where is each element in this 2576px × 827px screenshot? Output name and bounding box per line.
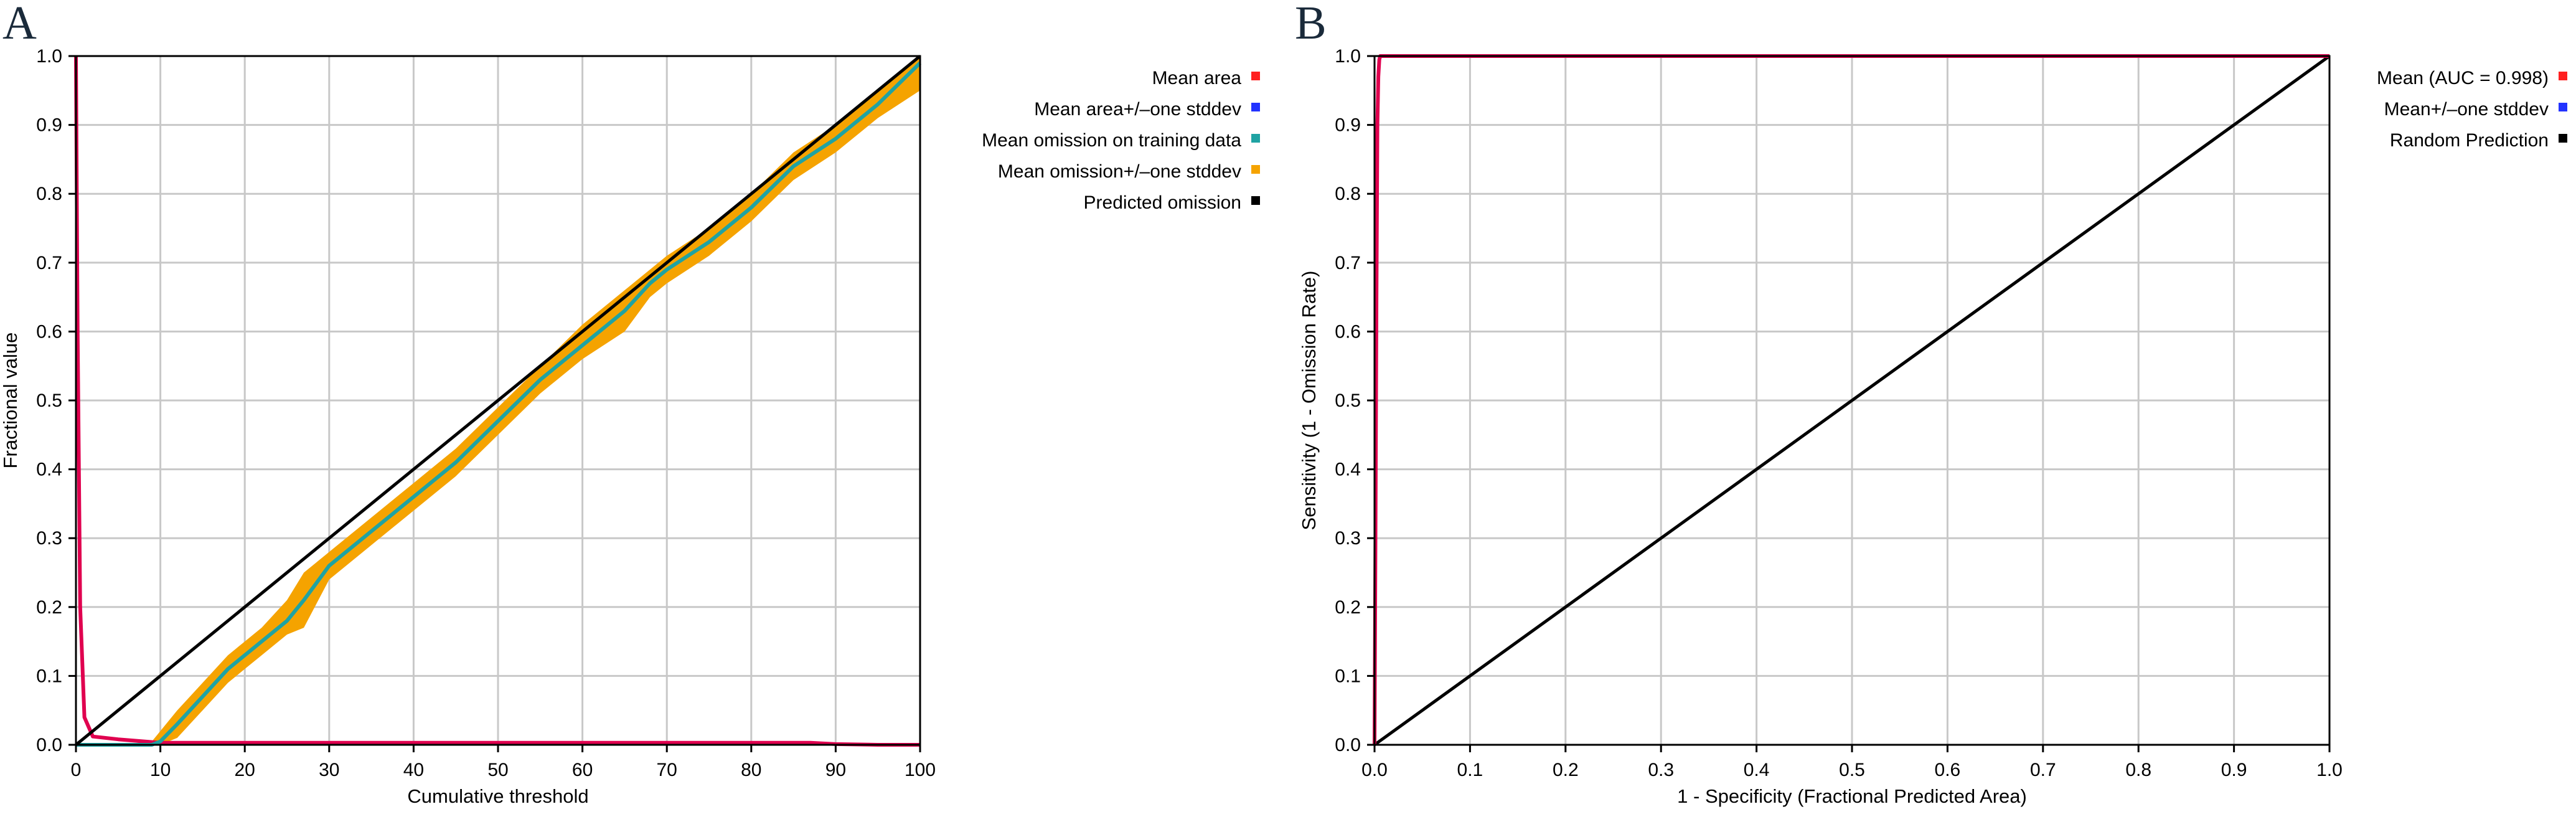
y-tick-label: 0.4 — [1335, 460, 1361, 480]
x-tick-label: 0.3 — [1648, 760, 1674, 780]
chart-b: 0.0 0.1 0.2 0.3 0.4 0.5 0.6 0.7 0.8 0.9 1.0 0.0 0.1 0… — [1298, 46, 2567, 807]
predicted-omission-line — [75, 55, 921, 746]
y-tick-label: 0.3 — [1335, 528, 1361, 549]
y-tick-label: 0.7 — [1335, 253, 1361, 273]
x-tick-label: 60 — [572, 760, 593, 780]
legend-swatch — [1251, 134, 1260, 143]
x-tick-label: 0 — [71, 760, 82, 780]
y-tick-label: 0.0 — [1335, 735, 1361, 755]
y-tick-label: 0.2 — [1335, 597, 1361, 618]
x-tick-label: 0.5 — [1839, 760, 1865, 780]
y-tick-label: 0.1 — [1335, 666, 1361, 686]
y-tick-label: 1.0 — [1335, 46, 1361, 67]
legend-label: Mean+/–one stddev — [2384, 99, 2549, 120]
x-tick-label: 50 — [487, 760, 508, 780]
x-tick-label: 90 — [825, 760, 846, 780]
x-tick-label: 0.4 — [1744, 760, 1770, 780]
legend-label: Mean (AUC = 0.998) — [2377, 68, 2549, 88]
legend-label: Random Prediction — [2390, 130, 2549, 151]
y-tick-label: 0.7 — [36, 253, 62, 273]
legend-swatch — [1251, 196, 1260, 205]
x-tick-label: 70 — [657, 760, 677, 780]
x-tick-label: 1.0 — [2316, 760, 2343, 780]
y-tick-label: 0.1 — [36, 666, 62, 686]
random-prediction-line — [1373, 54, 2331, 747]
x-tick-label: 10 — [150, 760, 171, 780]
chart-a-x-axis-label: Cumulative threshold — [407, 785, 588, 807]
mean-omission-line — [76, 61, 922, 747]
x-tick-label: 0.6 — [1935, 760, 1961, 780]
chart-b-legend: Mean (AUC = 0.998) Mean+/–one stddev Rando… — [2377, 68, 2567, 151]
chart-a-series-lines — [74, 55, 922, 747]
legend-swatch — [2559, 103, 2567, 111]
mean-area-line — [74, 55, 920, 747]
legend-swatch — [1251, 103, 1260, 111]
y-tick-label: 0.9 — [36, 115, 62, 136]
x-tick-label: 0.0 — [1361, 760, 1388, 780]
legend-swatch — [1251, 72, 1260, 80]
chart-b-x-axis-label: 1 - Specificity (Fractional Predicted Ar… — [1677, 785, 2027, 807]
x-tick-label: 100 — [905, 760, 936, 780]
y-tick-label: 1.0 — [36, 46, 62, 67]
legend-label: Mean area+/–one stddev — [1034, 99, 1241, 120]
y-tick-label: 0.2 — [36, 597, 62, 618]
y-tick-label: 0.9 — [1335, 115, 1361, 136]
x-tick-label: 0.2 — [1553, 760, 1579, 780]
y-tick-label: 0.5 — [1335, 390, 1361, 411]
chart-b-grid — [1373, 55, 2331, 746]
legend-label: Predicted omission — [1084, 192, 1241, 213]
x-tick-label: 30 — [319, 760, 339, 780]
x-tick-label: 0.9 — [2221, 760, 2247, 780]
y-tick-label: 0.6 — [1335, 321, 1361, 342]
legend-swatch — [2559, 72, 2567, 80]
x-tick-label: 0.1 — [1457, 760, 1483, 780]
chart-a: 0 10 20 30 40 50 60 70 80 90 100 0.0 0.1 0.2 0.3 0.4 0.5… — [0, 46, 1260, 807]
x-tick-label: 0.8 — [2125, 760, 2151, 780]
chart-b-ticks: 0.0 0.1 0.2 0.3 0.4 0.5 0.6 0.7 0.8 0.9 1.0 0.0 0.1 0… — [1335, 46, 2343, 780]
chart-a-ticks: 0 10 20 30 40 50 60 70 80 90 100 0.0 0.1 0.2 0.3 0.4 0.5… — [36, 46, 936, 780]
y-tick-label: 0.8 — [36, 184, 62, 204]
legend-swatch — [1251, 165, 1260, 174]
y-tick-label: 0.0 — [36, 735, 62, 755]
y-tick-label: 0.3 — [36, 528, 62, 549]
chart-b-y-axis-label: Sensitivity (1 - Omission Rate) — [1298, 271, 1320, 531]
chart-a-legend: Mean area Mean area+/–one stddev Mean omis… — [982, 68, 1260, 213]
legend-swatch — [2559, 134, 2567, 143]
x-tick-label: 40 — [403, 760, 424, 780]
x-tick-label: 80 — [741, 760, 761, 780]
legend-label: Mean omission on training data — [982, 130, 1241, 151]
y-tick-label: 0.8 — [1335, 184, 1361, 204]
y-tick-label: 0.6 — [36, 321, 62, 342]
legend-label: Mean area — [1152, 68, 1242, 88]
legend-label: Mean omission+/–one stddev — [998, 161, 1241, 182]
panel-a-label: A — [2, 0, 37, 49]
chart-a-y-axis-label: Fractional value — [0, 333, 21, 469]
x-tick-label: 20 — [235, 760, 255, 780]
y-tick-label: 0.4 — [36, 460, 62, 480]
y-tick-label: 0.5 — [36, 390, 62, 411]
x-tick-label: 0.7 — [2030, 760, 2056, 780]
panel-b-label: B — [1295, 0, 1327, 49]
